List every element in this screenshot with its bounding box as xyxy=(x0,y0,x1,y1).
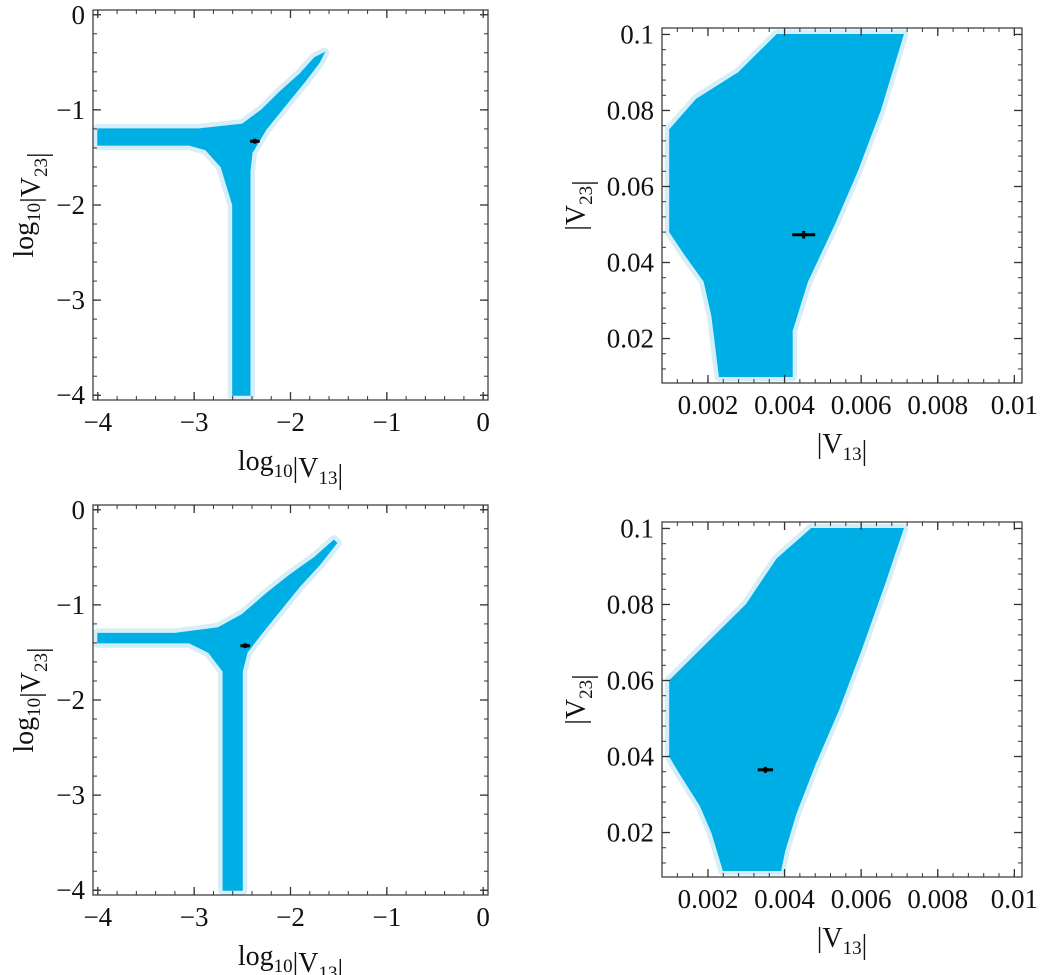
y-tick-label: −3 xyxy=(56,780,85,810)
y-tick-label: 0 xyxy=(72,495,86,525)
x-axis-label: log10|V13| xyxy=(238,941,343,975)
y-tick-label: 0.02 xyxy=(607,324,654,354)
x-tick-label: 0.006 xyxy=(831,390,892,420)
plot-area xyxy=(93,535,342,895)
x-tick-label: −4 xyxy=(83,407,112,437)
chart-panel-bottom-right: 0.002 0.004 0.006 0.008 0.01 0.02 0.04 0.06 0.08… xyxy=(561,513,1038,961)
y-axis-label: log10|V23| xyxy=(9,152,54,257)
x-tick-label: −2 xyxy=(276,902,305,932)
x-tick-label: −1 xyxy=(372,902,401,932)
plot-frame xyxy=(92,9,489,401)
x-axis-label: log10|V13| xyxy=(238,446,343,491)
y-tick-label: −3 xyxy=(56,285,85,315)
y-tick-label: 0 xyxy=(72,0,86,30)
y-tick-label: 0.04 xyxy=(607,248,655,278)
y-tick-label: 0.08 xyxy=(607,95,654,125)
x-tick-label: 0.008 xyxy=(907,390,968,420)
y-tick-label: −1 xyxy=(56,590,85,620)
best-fit-marker xyxy=(757,766,774,773)
x-tick-label: −4 xyxy=(83,902,112,932)
x-tick-label: 0.002 xyxy=(678,390,739,420)
chart-panel-top-right: 0.002 0.004 0.006 0.008 0.01 0.02 0.04 0.06 0.08… xyxy=(561,19,1038,467)
x-tick-label: −3 xyxy=(180,902,209,932)
y-tick-label: 0.04 xyxy=(607,742,655,772)
chart-panel-bottom-left: −4 −3 −2 −1 0 −4 −3 −2 −1 0 log10|V13| log10|V23| xyxy=(9,495,490,975)
x-tick-label: 0.004 xyxy=(754,390,815,420)
chart-panel-top-left: −4 −3 −2 −1 0 −4 −3 −2 −1 0 log10|V13| log10|V23| xyxy=(9,0,490,491)
x-tick-label: −3 xyxy=(180,407,209,437)
x-tick-label: 0 xyxy=(476,902,490,932)
allowed-region xyxy=(669,528,904,871)
y-tick-label: 0.1 xyxy=(620,19,654,49)
x-tick-label: 0 xyxy=(476,407,490,437)
y-tick-label: −2 xyxy=(56,685,85,715)
y-axis-label: |V23| xyxy=(561,180,599,230)
plot-frame xyxy=(92,504,489,896)
x-tick-label: −1 xyxy=(372,407,401,437)
x-tick-label: 0.002 xyxy=(678,884,739,914)
plot-area xyxy=(664,29,909,382)
y-axis-label: log10|V23| xyxy=(9,647,54,752)
y-tick-label: −4 xyxy=(56,875,85,905)
allowed-region xyxy=(97,539,338,891)
x-tick-label: −2 xyxy=(276,407,305,437)
y-tick-label: 0.02 xyxy=(607,818,654,848)
best-fit-marker xyxy=(240,643,251,649)
y-tick-label: 0.06 xyxy=(607,171,654,201)
best-fit-marker xyxy=(792,230,816,239)
allowed-region xyxy=(669,34,904,377)
x-tick-label: 0.004 xyxy=(754,884,815,914)
region-fringe xyxy=(93,47,330,400)
x-tick-label: 0.01 xyxy=(991,884,1038,914)
x-axis-label: |V13| xyxy=(817,923,867,961)
x-tick-label: 0.008 xyxy=(907,884,968,914)
x-axis-label: |V13| xyxy=(817,429,867,467)
plot-frame xyxy=(661,521,1023,878)
y-axis-label: |V23| xyxy=(561,674,599,724)
y-tick-label: 0.1 xyxy=(620,513,654,543)
y-tick-label: −4 xyxy=(56,380,85,410)
y-tick-label: 0.06 xyxy=(607,665,654,695)
x-tick-label: 0.006 xyxy=(831,884,892,914)
plot-area xyxy=(93,47,330,400)
y-tick-label: −1 xyxy=(56,95,85,125)
x-tick-label: 0.01 xyxy=(991,390,1038,420)
best-fit-marker xyxy=(250,138,260,144)
allowed-region xyxy=(97,51,326,396)
plot-frame xyxy=(661,27,1023,384)
plot-area xyxy=(664,523,909,876)
y-tick-label: −2 xyxy=(56,190,85,220)
y-tick-label: 0.08 xyxy=(607,589,654,619)
region-fringe xyxy=(93,535,342,895)
